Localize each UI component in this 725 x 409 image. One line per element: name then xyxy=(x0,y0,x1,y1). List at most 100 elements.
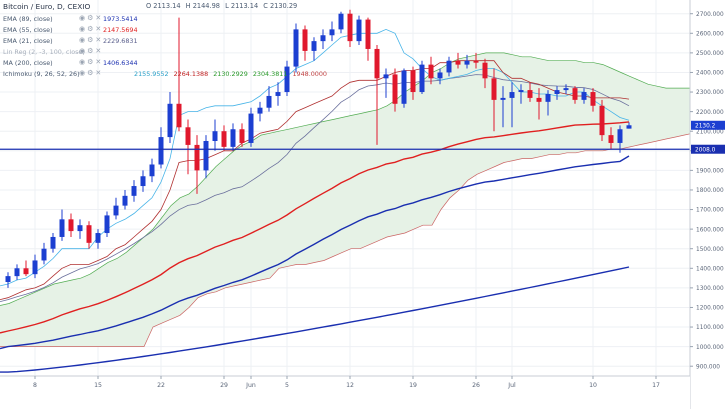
candle xyxy=(293,23,299,73)
candle-body xyxy=(419,64,425,93)
candle-body xyxy=(563,88,569,91)
y-tick-label: 1800.000 xyxy=(696,188,724,194)
gear-icon[interactable]: ⚙ xyxy=(87,58,96,66)
gear-icon[interactable]: ⚙ xyxy=(87,47,96,55)
x-tick-label: Jul xyxy=(507,382,516,389)
x-tick-label: 17 xyxy=(652,382,660,389)
gear-icon[interactable]: ⚙ xyxy=(87,36,96,44)
candle-body xyxy=(599,105,605,136)
close-icon[interactable]: ✕ xyxy=(95,58,104,66)
gear-icon[interactable]: ⚙ xyxy=(87,14,96,22)
candle-body xyxy=(581,92,587,100)
low-value: L 2113.14 xyxy=(225,2,259,10)
tenkan-value: 2155.9552 xyxy=(134,70,169,78)
candle-body xyxy=(86,225,92,243)
x-axis: 8 15 22 29 Jun 5 12 19 26 Jul 10 17 xyxy=(0,375,690,409)
candle xyxy=(95,229,101,249)
indicator-lines xyxy=(0,28,630,373)
close-icon[interactable]: ✕ xyxy=(95,69,104,77)
candle xyxy=(284,60,290,96)
candle-body xyxy=(266,95,272,108)
candle-body xyxy=(122,195,128,206)
candle-body xyxy=(203,141,209,171)
candle xyxy=(581,88,587,104)
candle xyxy=(14,264,20,281)
candle xyxy=(590,88,596,112)
eye-icon[interactable]: ◉ xyxy=(79,69,88,77)
candle-body xyxy=(284,66,290,93)
candle xyxy=(50,233,56,253)
candle xyxy=(545,90,551,116)
candle-body xyxy=(50,236,56,249)
candle xyxy=(149,158,155,183)
candle xyxy=(518,84,524,104)
candle-body xyxy=(401,70,407,104)
y-tick-label: 1500.000 xyxy=(696,247,724,253)
candle xyxy=(374,45,380,145)
eye-icon[interactable]: ◉ xyxy=(79,58,88,66)
candle xyxy=(104,211,110,237)
candle xyxy=(266,86,272,112)
candle xyxy=(275,82,281,106)
candle-body xyxy=(446,60,452,73)
gear-icon[interactable]: ⚙ xyxy=(87,69,96,77)
candle xyxy=(176,17,182,132)
candle xyxy=(572,86,578,104)
symbol-title: Bitcoin / Euro, D, CEXIO xyxy=(3,2,91,11)
ema-89-line xyxy=(0,155,630,350)
x-axis-bg xyxy=(0,376,690,409)
candle xyxy=(239,123,245,147)
candle-body xyxy=(572,88,578,100)
close-icon[interactable]: ✕ xyxy=(95,36,104,44)
candle xyxy=(428,56,434,85)
indicator-controls: ◉⚙✕ xyxy=(79,37,103,44)
candle-body xyxy=(23,268,29,275)
indicator-controls: ◉⚙✕ xyxy=(79,26,103,33)
candle xyxy=(473,52,479,69)
candle-body xyxy=(5,276,11,282)
y-tick-label: 1400.000 xyxy=(696,266,724,272)
candle-body xyxy=(275,92,281,96)
candle-body xyxy=(509,92,515,98)
gear-icon[interactable]: ⚙ xyxy=(87,25,96,33)
candle-body xyxy=(365,19,371,49)
indicator-controls: ◉⚙✕ xyxy=(79,48,103,55)
kijun-line xyxy=(0,60,630,300)
candle xyxy=(563,84,569,94)
eye-icon[interactable]: ◉ xyxy=(79,25,88,33)
indicator-value: 1973.5414 xyxy=(103,15,138,23)
candle xyxy=(455,52,461,69)
span-b-value: 1948.0000 xyxy=(292,70,327,78)
indicator-name: Ichimoku (9, 26, 52, 26) xyxy=(3,70,80,78)
close-icon[interactable]: ✕ xyxy=(95,25,104,33)
y-tick-label: 1600.000 xyxy=(696,227,724,233)
candle xyxy=(626,122,632,129)
candle-body xyxy=(608,135,614,143)
candle-body xyxy=(311,41,317,51)
ichimoku-cloud xyxy=(0,52,725,347)
candle xyxy=(5,272,11,288)
eye-icon[interactable]: ◉ xyxy=(79,36,88,44)
senkou-span-a xyxy=(0,52,725,306)
candle xyxy=(536,88,542,120)
candle xyxy=(599,99,605,141)
eye-icon[interactable]: ◉ xyxy=(79,14,88,22)
x-tick-label: 5 xyxy=(285,382,289,389)
close-icon[interactable]: ✕ xyxy=(95,47,104,55)
candle-body xyxy=(239,129,245,143)
candle-body xyxy=(320,35,326,42)
indicator-value: 2147.5694 xyxy=(103,26,138,34)
candle-body xyxy=(14,268,20,277)
candle xyxy=(68,213,74,237)
candle xyxy=(527,82,533,102)
candle-body xyxy=(338,13,344,30)
candles xyxy=(5,9,632,288)
y-tick-label: 1900.000 xyxy=(696,169,724,175)
eye-icon[interactable]: ◉ xyxy=(79,47,88,55)
ohlc-values: O 2113.14 H 2144.98 L 2113.14 C 2130.29 xyxy=(146,3,300,10)
cloud-fill xyxy=(0,52,725,347)
close-icon[interactable]: ✕ xyxy=(95,14,104,22)
y-tick-label: 2200.000 xyxy=(696,110,724,116)
